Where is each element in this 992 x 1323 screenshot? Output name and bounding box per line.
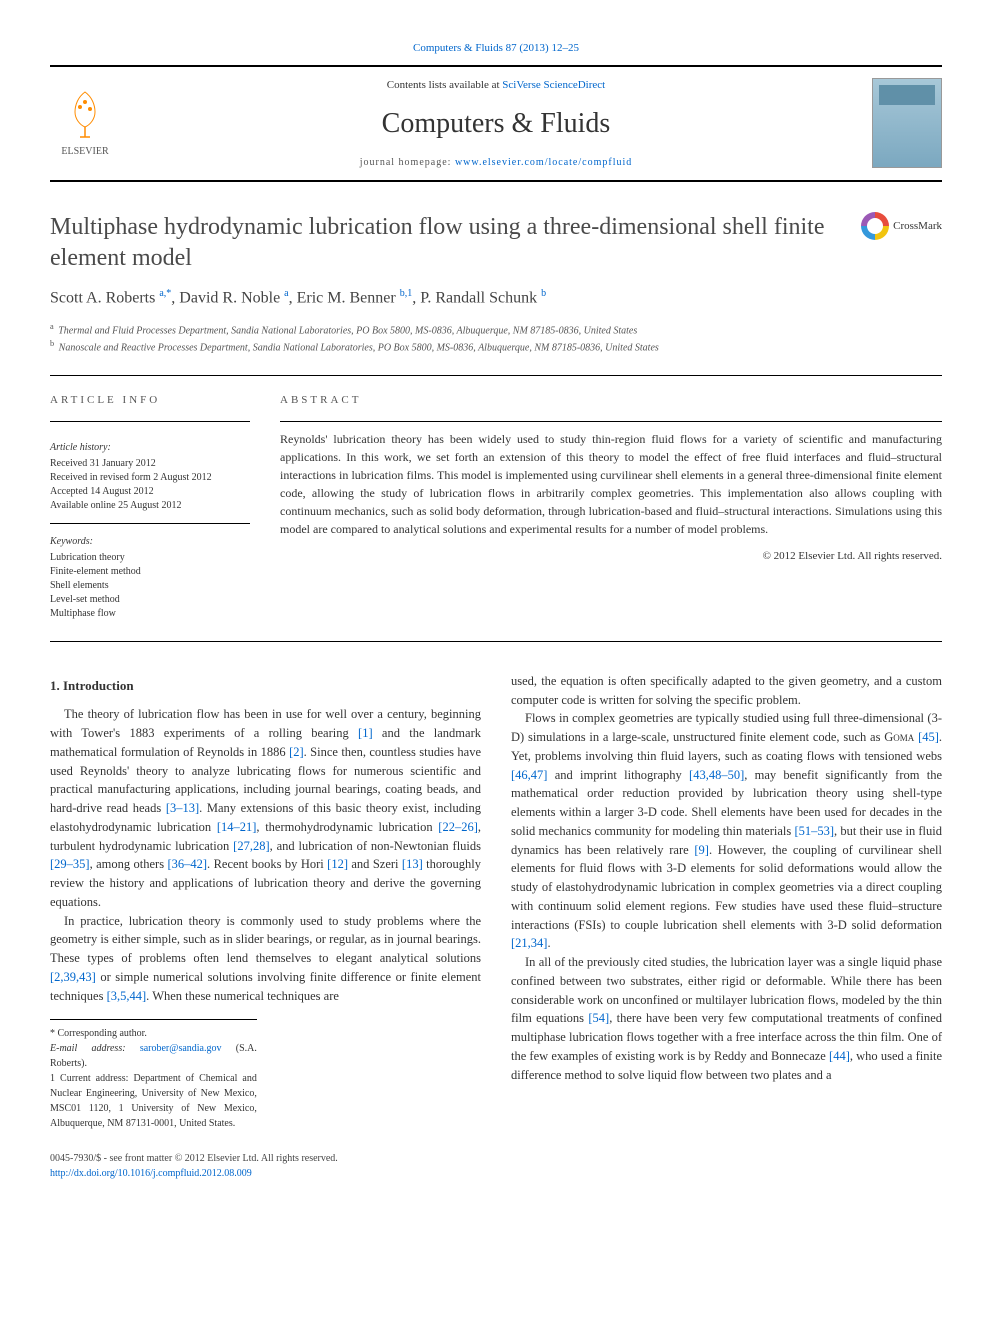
- contents-available: Contents lists available at SciVerse Sci…: [120, 77, 872, 94]
- current-address-note: 1 Current address: Department of Chemica…: [50, 1071, 257, 1131]
- crossmark-badge[interactable]: CrossMark: [861, 212, 942, 240]
- journal-title: Computers & Fluids: [120, 103, 872, 145]
- publisher-name: ELSEVIER: [61, 144, 108, 159]
- footnotes: * Corresponding author. E-mail address: …: [50, 1019, 257, 1131]
- article-info-sidebar: ARTICLE INFO Article history: Received 3…: [50, 392, 250, 621]
- issn-line: 0045-7930/$ - see front matter © 2012 El…: [50, 1151, 942, 1166]
- keyword-line: Finite-element method: [50, 565, 250, 579]
- sciencedirect-link[interactable]: SciVerse ScienceDirect: [502, 79, 605, 91]
- body-paragraph: In practice, lubrication theory is commo…: [50, 912, 481, 1006]
- email-link[interactable]: sarober@sandia.gov: [140, 1043, 222, 1054]
- history-line: Accepted 14 August 2012: [50, 485, 250, 499]
- affiliation-line: b Nanoscale and Reactive Processes Depar…: [50, 338, 942, 355]
- publisher-logo: ELSEVIER: [50, 83, 120, 163]
- keywords-label: Keywords:: [50, 534, 250, 549]
- section-1-heading: 1. Introduction: [50, 676, 481, 696]
- abstract-section: ABSTRACT Reynolds' lubrication theory ha…: [280, 392, 942, 621]
- citation-link[interactable]: Computers & Fluids 87 (2013) 12–25: [50, 40, 942, 57]
- affiliations: a Thermal and Fluid Processes Department…: [50, 321, 942, 356]
- copyright-line: © 2012 Elsevier Ltd. All rights reserved…: [280, 548, 942, 565]
- homepage-link[interactable]: www.elsevier.com/locate/compfluid: [455, 157, 632, 168]
- keyword-line: Shell elements: [50, 579, 250, 593]
- abstract-text: Reynolds' lubrication theory has been wi…: [280, 430, 942, 538]
- keyword-line: Level-set method: [50, 593, 250, 607]
- crossmark-label: CrossMark: [893, 218, 942, 235]
- keyword-line: Multiphase flow: [50, 607, 250, 621]
- footer: 0045-7930/$ - see front matter © 2012 El…: [50, 1151, 942, 1181]
- article-title: Multiphase hydrodynamic lubrication flow…: [50, 212, 861, 274]
- journal-header: ELSEVIER Contents lists available at Sci…: [50, 65, 942, 183]
- corresponding-author-note: * Corresponding author.: [50, 1026, 257, 1041]
- doi-link[interactable]: http://dx.doi.org/10.1016/j.compfluid.20…: [50, 1168, 252, 1179]
- elsevier-tree-icon: [60, 87, 110, 142]
- journal-cover-thumbnail: [872, 78, 942, 168]
- article-info-heading: ARTICLE INFO: [50, 392, 250, 409]
- email-line: E-mail address: sarober@sandia.gov (S.A.…: [50, 1041, 257, 1071]
- keyword-line: Lubrication theory: [50, 551, 250, 565]
- body-paragraph: Flows in complex geometries are typicall…: [511, 709, 942, 953]
- authors-list: Scott A. Roberts a,*, David R. Noble a, …: [50, 286, 942, 310]
- history-line: Available online 25 August 2012: [50, 499, 250, 513]
- journal-homepage: journal homepage: www.elsevier.com/locat…: [120, 155, 872, 170]
- history-line: Received 31 January 2012: [50, 457, 250, 471]
- affiliation-line: a Thermal and Fluid Processes Department…: [50, 321, 942, 338]
- history-line: Received in revised form 2 August 2012: [50, 471, 250, 485]
- history-label: Article history:: [50, 440, 250, 455]
- crossmark-icon: [861, 212, 889, 240]
- body-paragraph: In all of the previously cited studies, …: [511, 953, 942, 1084]
- abstract-heading: ABSTRACT: [280, 392, 942, 409]
- body-paragraph: used, the equation is often specifically…: [511, 672, 942, 710]
- body-columns: 1. Introduction The theory of lubricatio…: [50, 672, 942, 1132]
- body-paragraph: The theory of lubrication flow has been …: [50, 705, 481, 911]
